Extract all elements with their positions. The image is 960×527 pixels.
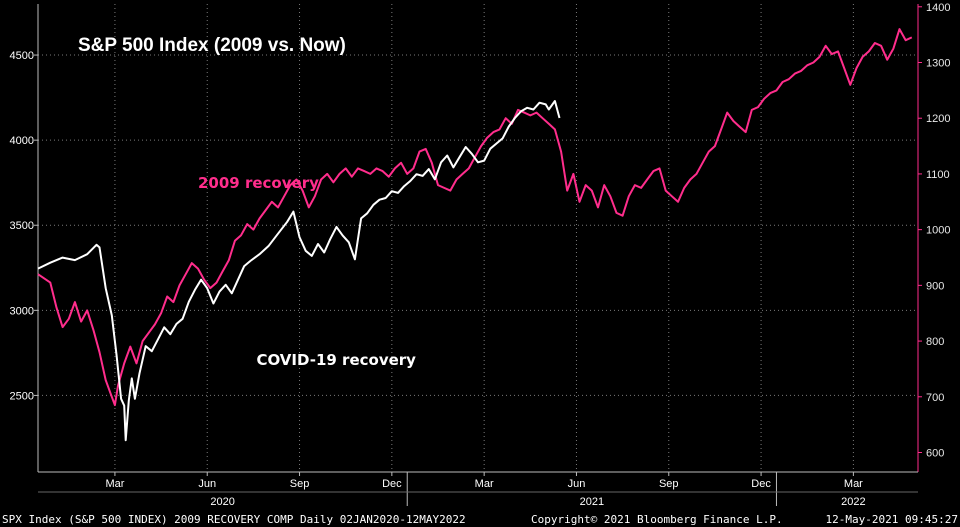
x-month-label: Mar xyxy=(105,478,124,490)
x-month-label: Dec xyxy=(751,478,771,490)
footer: SPX Index (S&P 500 INDEX) 2009 RECOVERY … xyxy=(2,513,958,526)
footer-copyright: Copyright© 2021 Bloomberg Finance L.P. xyxy=(531,513,783,526)
right-tick-label: 1300 xyxy=(926,58,950,70)
axes: 2500 3000 3500 4000 4500 600 700 800 900 1000 1100… xyxy=(10,2,951,508)
right-tick-label: 1200 xyxy=(926,113,950,125)
footer-source: SPX Index (S&P 500 INDEX) 2009 RECOVERY … xyxy=(2,513,466,526)
left-tick-label: 4000 xyxy=(10,135,34,147)
right-tick-label: 1400 xyxy=(926,2,950,14)
x-month-label: Jun xyxy=(568,478,586,490)
right-tick-label: 600 xyxy=(926,448,944,460)
x-year-label: 2020 xyxy=(210,496,234,508)
right-tick-label: 1100 xyxy=(926,169,950,181)
right-tick-label: 900 xyxy=(926,280,944,292)
left-tick-label: 2500 xyxy=(10,390,34,402)
x-month-label: Dec xyxy=(382,478,402,490)
chart-title: S&P 500 Index (2009 vs. Now) xyxy=(78,35,346,56)
series-layer xyxy=(37,28,913,442)
left-tick-label: 3500 xyxy=(10,220,34,232)
left-tick-label: 4500 xyxy=(10,50,34,62)
x-year-label: 2022 xyxy=(841,496,865,508)
left-tick-label: 3000 xyxy=(10,305,34,317)
recovery-2009-label: 2009 recovery xyxy=(198,174,319,192)
series-line-covid-recovery xyxy=(37,100,561,442)
footer-timestamp: 12-May-2021 09:45:27 xyxy=(826,513,958,526)
right-tick-label: 1000 xyxy=(926,225,950,237)
x-month-label: Sep xyxy=(290,478,310,490)
grid-lines xyxy=(38,4,918,472)
x-month-label: Mar xyxy=(844,478,863,490)
x-month-label: Mar xyxy=(475,478,494,490)
chart-labels: S&P 500 Index (2009 vs. Now) 2009 recove… xyxy=(78,35,416,369)
x-month-label: Jun xyxy=(198,478,216,490)
right-tick-label: 800 xyxy=(926,336,944,348)
covid-label: COVID-19 recovery xyxy=(256,351,416,369)
right-tick-label: 700 xyxy=(926,392,944,404)
x-month-label: Sep xyxy=(659,478,679,490)
x-year-label: 2021 xyxy=(580,496,604,508)
